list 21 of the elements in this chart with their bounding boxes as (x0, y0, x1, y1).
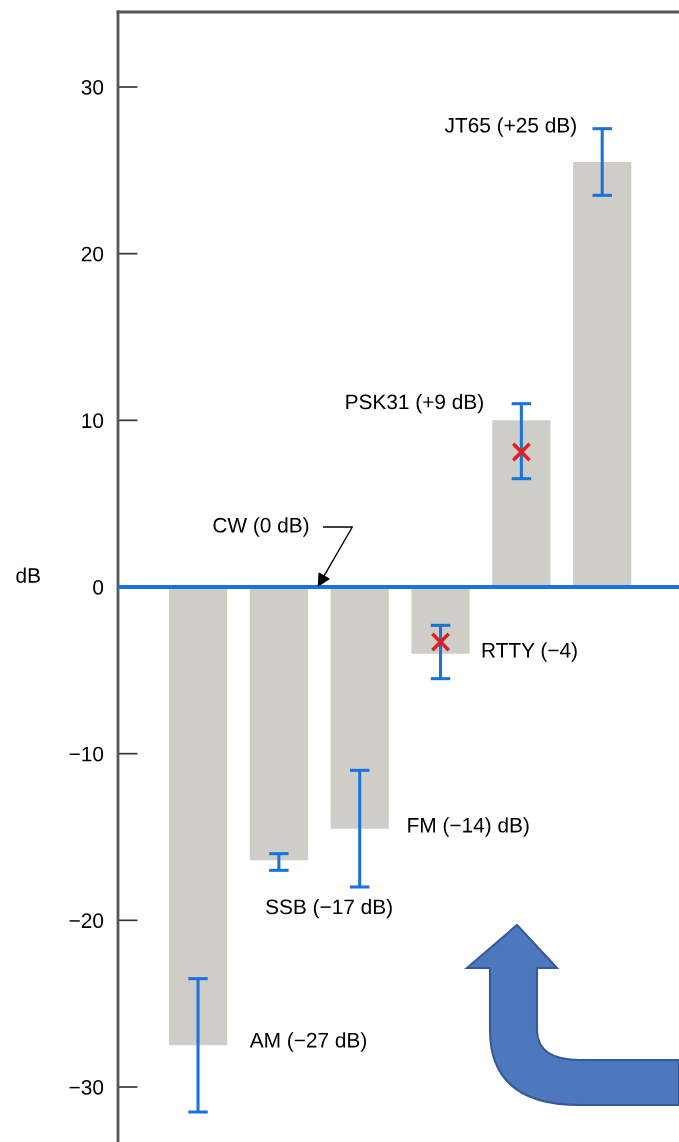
bar (573, 162, 632, 587)
annotation: FM (−14) dB) (408, 817, 529, 837)
bar (330, 587, 389, 829)
annotation: PSK31 (+9 dB) (346, 393, 483, 414)
y-tick-label: −30 (69, 1080, 104, 1095)
bar (411, 587, 470, 654)
y-tick-label: 30 (81, 80, 104, 95)
y-tick-label: 0 (93, 580, 104, 595)
y-axis-title: dB (16, 567, 40, 583)
annotation: SSB (−17 dB) (266, 898, 392, 919)
bar (168, 587, 228, 1046)
y-tick-label: −10 (69, 746, 104, 762)
y-tick-label: 10 (82, 413, 104, 429)
annotation: JT65 (+25 dB) (444, 117, 576, 137)
y-tick-label: −20 (69, 913, 104, 929)
annotation: RTTY (−4) (482, 642, 577, 662)
bar (492, 420, 551, 587)
annotation: AM (−27 dB) (249, 1032, 366, 1052)
y-tick-label: 20 (81, 246, 104, 262)
ref-line-label: CW (0 dB) (213, 517, 309, 537)
bar (249, 587, 308, 861)
